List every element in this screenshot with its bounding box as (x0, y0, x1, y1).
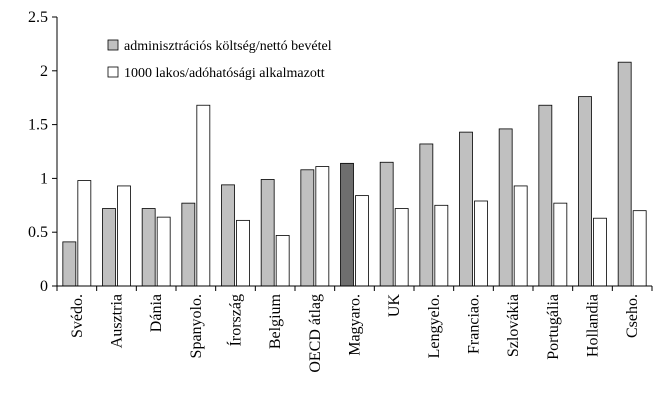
y-tick-label: 0 (40, 278, 48, 295)
x-tick-label: UK (386, 294, 403, 318)
bar (221, 184, 235, 287)
x-tick-label: Magyaro. (347, 294, 364, 356)
bar (632, 210, 647, 287)
bar (553, 202, 568, 287)
bar (315, 166, 330, 287)
x-tick-label: OECD átlag (307, 294, 324, 373)
x-tick-label: Belgium (267, 293, 284, 349)
bar (196, 104, 211, 287)
bar (474, 200, 488, 287)
x-tick-label: Írország (226, 294, 245, 346)
bar (260, 179, 275, 287)
bar (236, 219, 250, 287)
bar (117, 185, 131, 287)
y-tick-label: 2 (40, 63, 48, 80)
x-tick-label: Hollandia (585, 294, 602, 357)
bar (538, 104, 553, 287)
x-tick-label: Portugália (545, 294, 562, 360)
x-tick-label: Szlovákia (505, 294, 522, 357)
bar (434, 204, 449, 287)
legend-swatch (107, 66, 119, 78)
x-tick-label: Cseho. (624, 294, 641, 338)
x-tick-label: Franciao. (466, 294, 483, 354)
y-tick-label: 0.5 (28, 224, 48, 241)
bar (578, 96, 592, 287)
y-tick-label: 1.5 (28, 117, 48, 134)
x-tick-label: Spanyolo. (188, 294, 205, 358)
y-tick-label: 1 (40, 170, 48, 187)
bar (379, 161, 394, 287)
bar (141, 208, 156, 287)
bar (340, 162, 354, 287)
x-tick-label: Dánia (148, 294, 165, 332)
bar (275, 235, 290, 287)
bar (77, 180, 92, 287)
legend-label: adminisztrációs költség/nettó bevétel (124, 39, 332, 54)
bar (498, 128, 513, 287)
bar (62, 241, 77, 287)
legend-label: 1000 lakos/adóhatósági alkalmazott (124, 66, 325, 81)
x-tick-label: Lengyelo. (426, 294, 443, 358)
bar (419, 143, 434, 287)
x-tick-label: Svédo. (69, 294, 86, 338)
legend-swatch (107, 39, 119, 51)
x-tick-label: Ausztria (109, 294, 126, 348)
bar (156, 216, 171, 287)
y-tick-label: 2.5 (28, 9, 48, 26)
bar (593, 217, 607, 287)
bar (300, 169, 315, 287)
bar (513, 185, 528, 287)
bar (617, 61, 632, 287)
bar (459, 131, 473, 287)
bar (181, 202, 196, 287)
bar (102, 208, 116, 287)
bar (394, 208, 409, 287)
bar (355, 195, 369, 287)
